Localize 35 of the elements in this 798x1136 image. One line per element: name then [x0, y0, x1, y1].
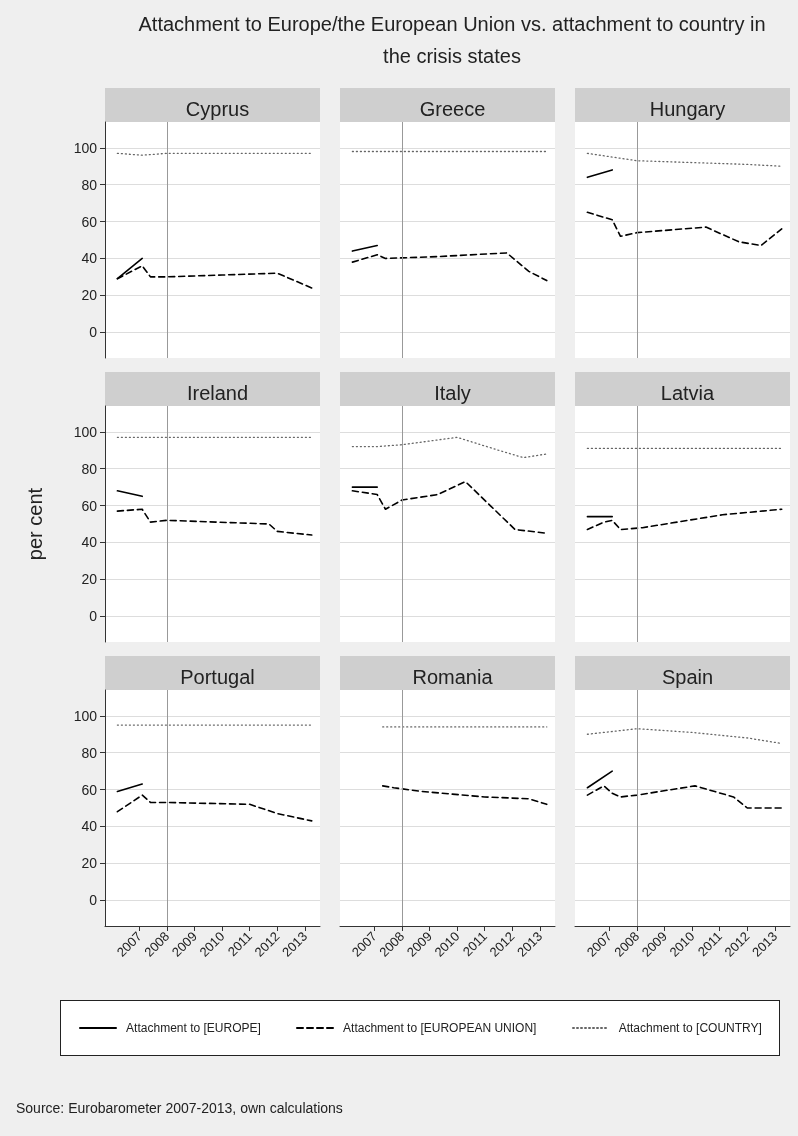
- y-tick-label: 0: [89, 324, 98, 341]
- chart-title: Italy: [434, 382, 471, 404]
- source-note: Source: Eurobarometer 2007-2013, own calculations: [16, 1100, 343, 1116]
- y-tick-label: 80: [81, 176, 98, 193]
- y-tick-label: 80: [81, 744, 98, 761]
- y-tick-label: 20: [81, 855, 98, 872]
- y-tick-label: 0: [89, 608, 98, 625]
- text: Attachment to Europe/the European Union vs. attachment to country in the crisis states: [137, 12, 767, 69]
- y-tick-label: 60: [81, 781, 98, 798]
- chart-title: Romania: [412, 666, 494, 688]
- chart-title: Latvia: [660, 382, 716, 404]
- y-tick-label: 20: [81, 287, 98, 304]
- chart-title: Portugal: [180, 666, 255, 688]
- y-tick-label: 100: [73, 423, 98, 440]
- chart-title: Greece: [419, 98, 486, 120]
- y-tick-label: 0: [89, 892, 98, 909]
- chart-title: Spain: [661, 666, 714, 688]
- y-tick-label: 80: [81, 460, 98, 477]
- line-series: [116, 794, 313, 822]
- y-axis-title: per cent: [24, 487, 46, 561]
- line-series: [116, 508, 313, 536]
- chart-title: Ireland: [186, 382, 249, 404]
- legend-label: Attachment to [COUNTRY]: [618, 1021, 762, 1035]
- legend-label: Attachment to [EUROPE]: [126, 1021, 261, 1035]
- chart-title: Hungary: [649, 98, 726, 120]
- y-tick-label: 60: [81, 497, 98, 514]
- y-tick-label: 40: [81, 534, 98, 551]
- y-tick-label: 40: [81, 818, 98, 835]
- y-tick-label: 60: [81, 213, 98, 230]
- y-tick-label: 40: [81, 250, 98, 267]
- y-tick-label: 100: [73, 707, 98, 724]
- legend-label: Attachment to [EUROPEAN UNION]: [343, 1021, 537, 1035]
- y-tick-label: 20: [81, 571, 98, 588]
- chart-title: Cyprus: [185, 98, 250, 120]
- y-tick-label: 100: [73, 139, 98, 156]
